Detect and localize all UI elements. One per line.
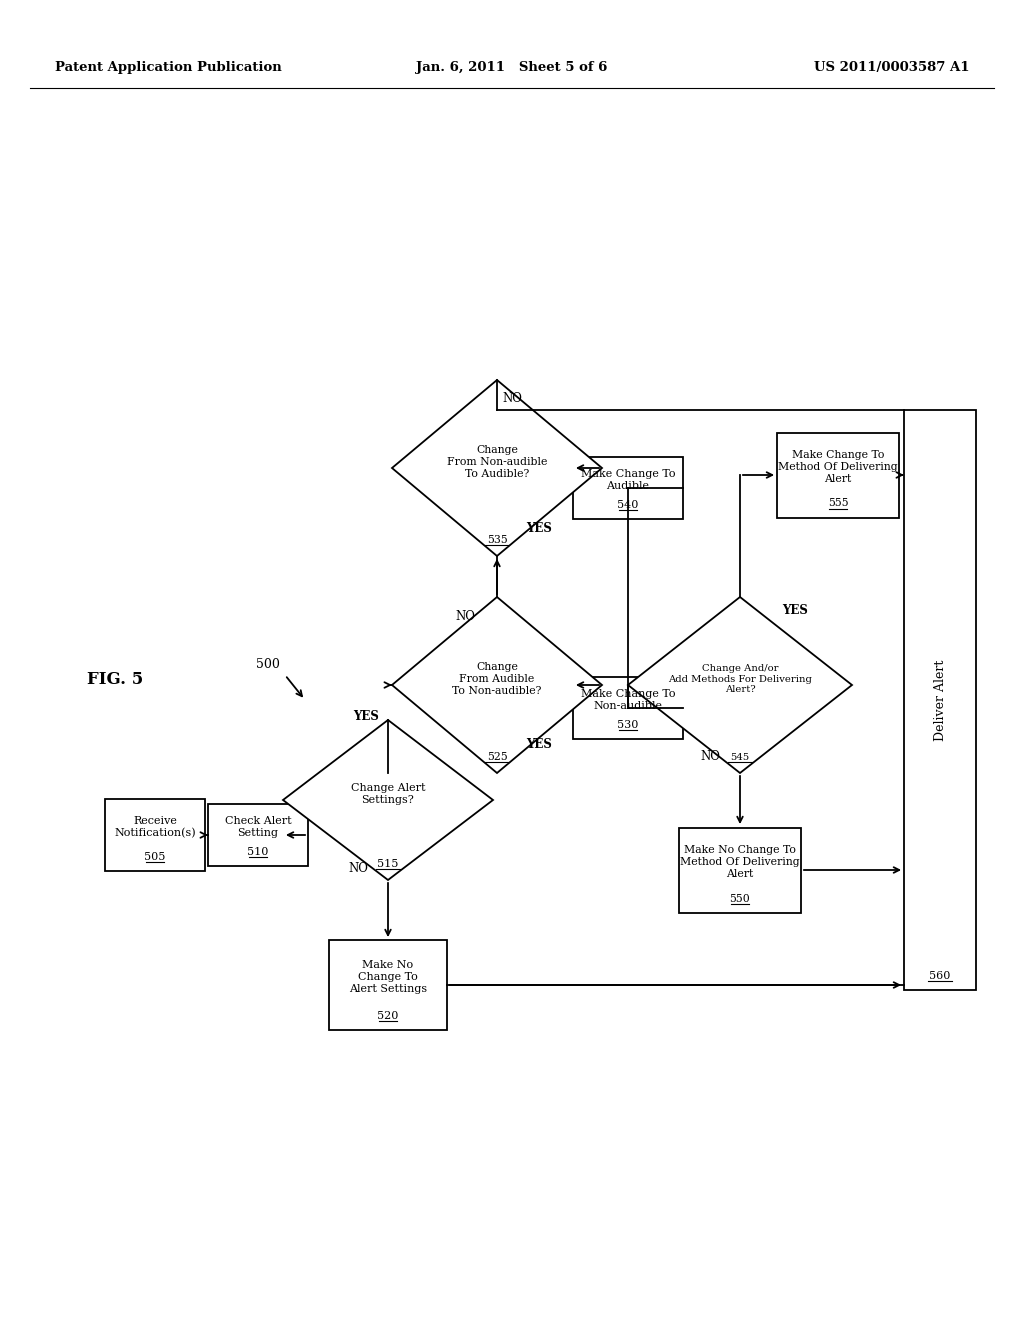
Text: Make Change To
Method Of Delivering
Alert: Make Change To Method Of Delivering Aler…	[778, 450, 898, 483]
Text: NO: NO	[700, 751, 720, 763]
Bar	[777, 433, 899, 517]
Text: Make Change To
Non-audible: Make Change To Non-audible	[581, 689, 675, 710]
Text: 545: 545	[730, 752, 750, 762]
Text: YES: YES	[526, 521, 552, 535]
Text: FIG. 5: FIG. 5	[87, 672, 143, 689]
Text: 520: 520	[377, 1011, 398, 1020]
Text: 540: 540	[617, 500, 639, 510]
Text: Change Alert
Settings?: Change Alert Settings?	[351, 783, 425, 805]
Text: Change
From Non-audible
To Audible?: Change From Non-audible To Audible?	[446, 445, 547, 479]
Text: NO: NO	[455, 610, 475, 623]
Text: 530: 530	[617, 719, 639, 730]
Polygon shape	[628, 597, 852, 774]
Text: 535: 535	[486, 535, 507, 545]
Text: 560: 560	[930, 972, 950, 981]
Text: Check Alert
Setting: Check Alert Setting	[224, 816, 291, 838]
Text: US 2011/0003587 A1: US 2011/0003587 A1	[814, 62, 970, 74]
Text: Receive
Notification(s): Receive Notification(s)	[115, 816, 196, 838]
Text: Make No
Change To
Alert Settings: Make No Change To Alert Settings	[349, 961, 427, 994]
Text: YES: YES	[526, 738, 552, 751]
Bar	[208, 804, 308, 866]
Polygon shape	[392, 380, 602, 556]
Text: Jan. 6, 2011   Sheet 5 of 6: Jan. 6, 2011 Sheet 5 of 6	[417, 62, 607, 74]
Polygon shape	[392, 597, 602, 774]
Text: Make No Change To
Method Of Delivering
Alert: Make No Change To Method Of Delivering A…	[680, 845, 800, 879]
Bar	[904, 411, 976, 990]
Bar	[679, 828, 801, 912]
Text: 515: 515	[377, 859, 398, 869]
Text: YES: YES	[353, 710, 379, 723]
Text: 555: 555	[827, 499, 848, 508]
Text: 500: 500	[256, 659, 280, 672]
Text: 510: 510	[248, 847, 268, 857]
Bar	[573, 677, 683, 739]
Text: NO: NO	[348, 862, 368, 874]
Text: YES: YES	[782, 603, 808, 616]
Text: Change
From Audible
To Non-audible?: Change From Audible To Non-audible?	[453, 663, 542, 696]
Text: Deliver Alert: Deliver Alert	[934, 659, 946, 741]
Text: Change And/or
Add Methods For Delivering
Alert?: Change And/or Add Methods For Delivering…	[668, 664, 812, 694]
Bar	[105, 799, 205, 871]
Text: 505: 505	[144, 851, 166, 862]
Bar	[329, 940, 447, 1030]
Text: Patent Application Publication: Patent Application Publication	[55, 62, 282, 74]
Bar	[573, 457, 683, 519]
Text: Make Change To
Audible: Make Change To Audible	[581, 469, 675, 491]
Text: NO: NO	[502, 392, 522, 404]
Polygon shape	[283, 719, 493, 880]
Text: 525: 525	[486, 752, 507, 762]
Text: 550: 550	[730, 894, 751, 903]
